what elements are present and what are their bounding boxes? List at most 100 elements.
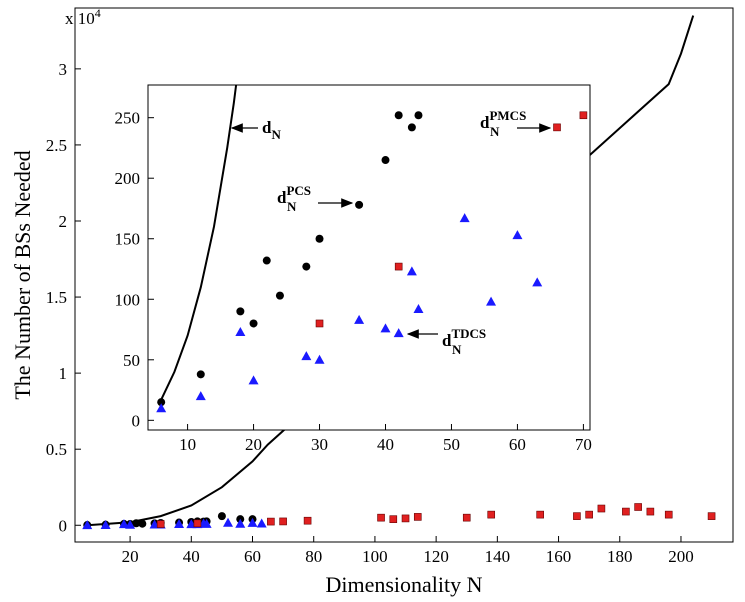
y-tick-label: 2 <box>59 212 68 231</box>
y-tick-label: 2.5 <box>46 136 67 155</box>
point <box>532 277 543 287</box>
x-tick-label: 70 <box>575 435 592 454</box>
point <box>486 296 497 306</box>
point <box>380 323 391 333</box>
point <box>275 291 284 300</box>
point <box>585 510 593 519</box>
point <box>247 517 258 527</box>
x-tick-label: 100 <box>362 547 388 566</box>
point <box>315 319 324 328</box>
point <box>512 230 523 240</box>
y-multiplier: x 104 <box>65 6 101 28</box>
plot-frame <box>147 84 591 431</box>
point <box>132 519 141 528</box>
annotation: dPMCS N <box>480 108 526 139</box>
y-tick-label: 150 <box>115 230 141 249</box>
point <box>536 510 544 519</box>
annotation-base: d <box>442 331 452 350</box>
point <box>267 517 275 526</box>
y-tick-label: 3 <box>59 60 68 79</box>
point <box>355 200 364 209</box>
point <box>579 111 588 120</box>
annotation-sub: N <box>452 342 462 357</box>
point <box>597 504 606 513</box>
annotation-sub: N <box>490 124 500 139</box>
annotation-sup: TDCS <box>451 326 486 341</box>
point <box>279 517 287 526</box>
multiplier-exp: 4 <box>95 6 101 20</box>
point <box>301 351 312 361</box>
curve <box>160 85 238 401</box>
x-tick-label: 20 <box>122 547 139 566</box>
point <box>302 262 311 271</box>
x-axis-label: Dimensionality N <box>325 572 482 597</box>
x-tick-label: 160 <box>546 547 572 566</box>
point <box>249 319 258 328</box>
y-tick-label: 50 <box>123 351 140 370</box>
point <box>262 256 271 265</box>
point <box>125 519 136 529</box>
point <box>156 520 165 528</box>
point <box>82 520 93 530</box>
annotation-sub: N <box>271 127 281 142</box>
point <box>622 507 630 516</box>
annotation-base: d <box>480 113 490 132</box>
point <box>413 303 424 313</box>
x-tick-label: 30 <box>311 435 328 454</box>
series-group <box>156 85 588 413</box>
point <box>459 213 470 223</box>
annotation: dPCS N <box>277 183 311 214</box>
y-tick-label: 0.5 <box>46 440 67 459</box>
x-tick-label: 60 <box>509 435 526 454</box>
annotation-sub: N <box>287 199 297 214</box>
point <box>201 518 212 528</box>
x-tick-label: 50 <box>443 435 460 454</box>
point <box>553 123 561 132</box>
point <box>196 370 205 379</box>
point <box>462 513 471 522</box>
x-tick-label: 120 <box>423 547 449 566</box>
point <box>174 519 185 529</box>
annotation-base: d <box>262 118 272 137</box>
point <box>407 123 416 132</box>
point <box>646 507 655 516</box>
point <box>573 512 581 520</box>
point <box>235 518 246 528</box>
x-tick-label: 10 <box>179 435 196 454</box>
annotation: dTDCS N <box>442 326 486 357</box>
x-tick-label: 200 <box>668 547 694 566</box>
point <box>303 516 312 525</box>
point <box>193 519 202 528</box>
point <box>664 510 673 519</box>
annotation-base: d <box>277 188 287 207</box>
point <box>707 512 716 520</box>
annotation-sup: PMCS <box>489 108 526 123</box>
plot-area <box>148 85 590 430</box>
x-tick-label: 180 <box>607 547 633 566</box>
point <box>354 314 365 324</box>
point <box>394 262 403 271</box>
y-tick-label: 1.5 <box>46 288 67 307</box>
point <box>248 375 259 385</box>
x-tick-label: 60 <box>244 547 261 566</box>
y-tick-label: 200 <box>115 169 141 188</box>
annotation: dN <box>262 118 281 142</box>
point <box>314 354 325 364</box>
annotation-sup: PCS <box>286 183 311 198</box>
curve <box>87 15 695 527</box>
point <box>389 515 398 523</box>
plot-frame <box>74 7 734 543</box>
point <box>393 328 404 338</box>
point <box>413 513 422 521</box>
point <box>315 234 324 243</box>
y-tick-label: 0 <box>132 411 141 430</box>
point <box>217 512 226 521</box>
point <box>487 510 496 519</box>
point <box>406 266 417 276</box>
x-tick-label: 20 <box>245 435 262 454</box>
y-tick-label: 250 <box>115 109 141 128</box>
point <box>377 513 385 522</box>
point <box>118 519 129 529</box>
y-tick-label: 100 <box>115 290 141 309</box>
